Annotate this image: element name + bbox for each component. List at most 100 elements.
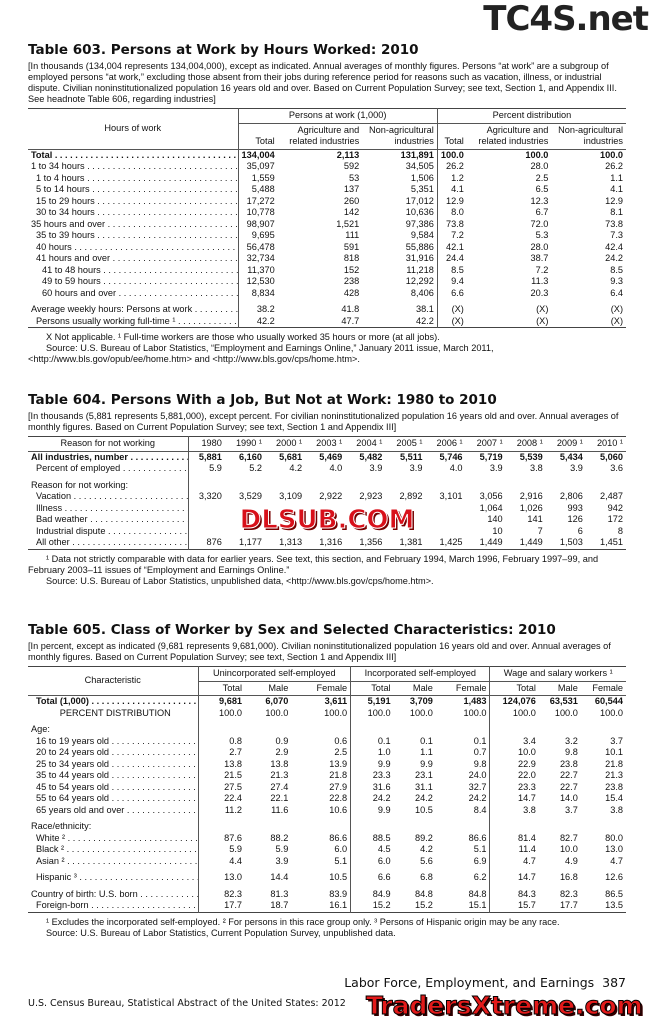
table-cell: 23.3 xyxy=(350,770,394,782)
table-cell: 100.0 xyxy=(265,707,289,718)
table-row: 45 to 54 years old27.5 27.4 27.931.6 31.1 32… xyxy=(28,781,626,793)
table-cell xyxy=(586,475,626,492)
table-cell: 1,521 xyxy=(336,218,360,229)
table-cell: 2,113 xyxy=(336,149,360,160)
table-604-section: Table 604. Persons With a Job, But Not a… xyxy=(28,392,626,587)
row-label-text: 1 to 4 hours xyxy=(36,173,238,183)
table-row: All industries, number5,881 6,160 5,681 5,4… xyxy=(28,451,626,463)
table-cell: 0.6 xyxy=(334,735,348,746)
table-cell: 7.2 xyxy=(436,230,467,242)
row-label: 15 to 29 hours xyxy=(28,196,238,208)
table-cell: 1.1 xyxy=(610,172,623,183)
table-cell: 137 xyxy=(343,184,360,194)
row-label: Total xyxy=(28,149,238,161)
stub-header: Reason for not working xyxy=(28,436,188,452)
table-cell xyxy=(187,474,225,491)
table-cell: 6.5 xyxy=(535,184,549,194)
table-cell: 0.1 xyxy=(350,735,394,747)
table-cell: 84.3 xyxy=(489,883,539,900)
table-cell: 8,834 xyxy=(237,287,278,299)
table-row: 35 to 44 years old21.5 21.3 21.823.3 23.1 24… xyxy=(28,770,626,782)
row-label-text: Bad weather xyxy=(36,514,188,524)
table-row: Average weekly hours: Persons at work38.… xyxy=(28,299,626,316)
table-cell: 24.2 xyxy=(605,253,623,263)
table-title: Table 605. Class of Worker by Sex and Se… xyxy=(28,622,556,638)
table-cell: 3.7 xyxy=(610,735,623,746)
headnote: [In thousands (5,881 represents 5,881,00… xyxy=(28,411,619,432)
table-cell: 38.2 xyxy=(237,299,278,316)
row-label-text: 40 hours xyxy=(36,242,238,252)
table-cell: 97,386 xyxy=(405,218,434,229)
row-label-text: 41 to 48 hours xyxy=(42,265,238,275)
table-cell: 0.9 xyxy=(275,735,289,746)
table-cell: 10.5 xyxy=(329,872,348,882)
table-cell: 1,483 xyxy=(463,696,487,706)
table-cell: 12.3 xyxy=(530,195,549,206)
table-cell: 15.7 xyxy=(489,900,539,912)
table-cell: 13.0 xyxy=(197,867,246,884)
table-cell: 152 xyxy=(343,264,360,275)
table-notes: ¹ Data not strictly comparable with data… xyxy=(28,554,626,587)
table-cell: 3.7 xyxy=(565,804,578,815)
column-header: 2010 ¹ xyxy=(585,436,626,452)
table-cell xyxy=(197,719,246,736)
table-cell: 81.3 xyxy=(270,888,289,899)
table-cell xyxy=(394,719,436,736)
column-group-header: Incorporated self-employed xyxy=(350,666,490,682)
table-cell: 10,636 xyxy=(405,207,434,217)
table-cell: 21.8 xyxy=(605,758,623,769)
column-header: Male xyxy=(393,681,436,696)
table-cell xyxy=(539,816,581,833)
table-cell: 4.2 xyxy=(289,463,303,473)
table-cell: 26.2 xyxy=(436,161,467,173)
table-cell: 60,544 xyxy=(594,696,623,706)
table-cell: 14.7 xyxy=(489,867,539,884)
row-label: Age: xyxy=(28,719,198,736)
table-cell: 5,191 xyxy=(350,695,394,708)
table-cell: 4.7 xyxy=(610,855,623,866)
table-cell: 15.2 xyxy=(414,900,433,910)
table-cell: 2,922 xyxy=(319,491,343,501)
table-title: Table 603. Persons at Work by Hours Work… xyxy=(28,42,419,58)
table-cell: 5,434 xyxy=(559,451,583,462)
column-header: Total xyxy=(489,681,539,696)
row-label-text: 25 to 34 years old xyxy=(36,759,198,769)
headnote: [In thousands (134,004 represents 134,00… xyxy=(28,61,617,104)
table-cell: 38.1 xyxy=(415,304,434,314)
table-cell: 41.8 xyxy=(341,304,360,314)
table-cell: 38.7 xyxy=(530,253,549,263)
table-cell: 5.1 xyxy=(334,855,348,866)
table-cell: 5,746 xyxy=(439,451,463,462)
table-cell: 1,506 xyxy=(410,172,434,183)
table-cell: 2.5 xyxy=(334,747,348,757)
row-label: 16 to 19 years old xyxy=(28,736,198,748)
column-header: 2009 ¹ xyxy=(545,436,586,452)
table-row: Hispanic ³13.0 14.4 10.56.6 6.8 6.214.7 16.8 1… xyxy=(28,867,626,884)
table-cell: 20.3 xyxy=(530,287,549,298)
table-cell: 27.4 xyxy=(270,781,289,792)
table-cell: 2,923 xyxy=(359,491,383,501)
table-cell: 5,488 xyxy=(237,184,278,196)
table-cell: 23.8 xyxy=(605,781,623,792)
table-cell: 13.8 xyxy=(197,758,246,770)
table-cell: 1.0 xyxy=(350,747,394,759)
table-cell: 592 xyxy=(343,161,360,171)
note-text: ¹ Data not strictly comparable with data… xyxy=(28,553,599,575)
table-row: Country of birth: U.S. born82.381.383.98… xyxy=(28,883,626,900)
table-cell xyxy=(197,816,246,833)
table-cell: 100.0 xyxy=(463,707,487,718)
page-footer-right: Labor Force, Employment, and Earnings 38… xyxy=(344,975,626,990)
table-cell: 11.2 xyxy=(197,804,246,816)
table-cell: 12,530 xyxy=(237,276,278,288)
row-label-text: Total xyxy=(31,150,238,160)
table-row: Race/ethnicity: xyxy=(28,816,626,833)
row-label: White ² xyxy=(28,833,198,845)
table-603: Hours of work Persons at work (1,000) Perc… xyxy=(28,108,626,328)
table-cell: 63,531 xyxy=(549,696,578,706)
row-label: 1 to 34 hours xyxy=(28,161,238,173)
column-group-header: Wage and salary workers ¹ xyxy=(489,666,626,682)
column-header: Total xyxy=(237,123,278,150)
row-label-text: Persons usually working full-time ¹ xyxy=(36,316,238,326)
table-cell: 126 xyxy=(567,514,583,524)
table-604: Reason for not working 1980 1990 ¹ 2000 ¹ 20… xyxy=(28,436,626,550)
